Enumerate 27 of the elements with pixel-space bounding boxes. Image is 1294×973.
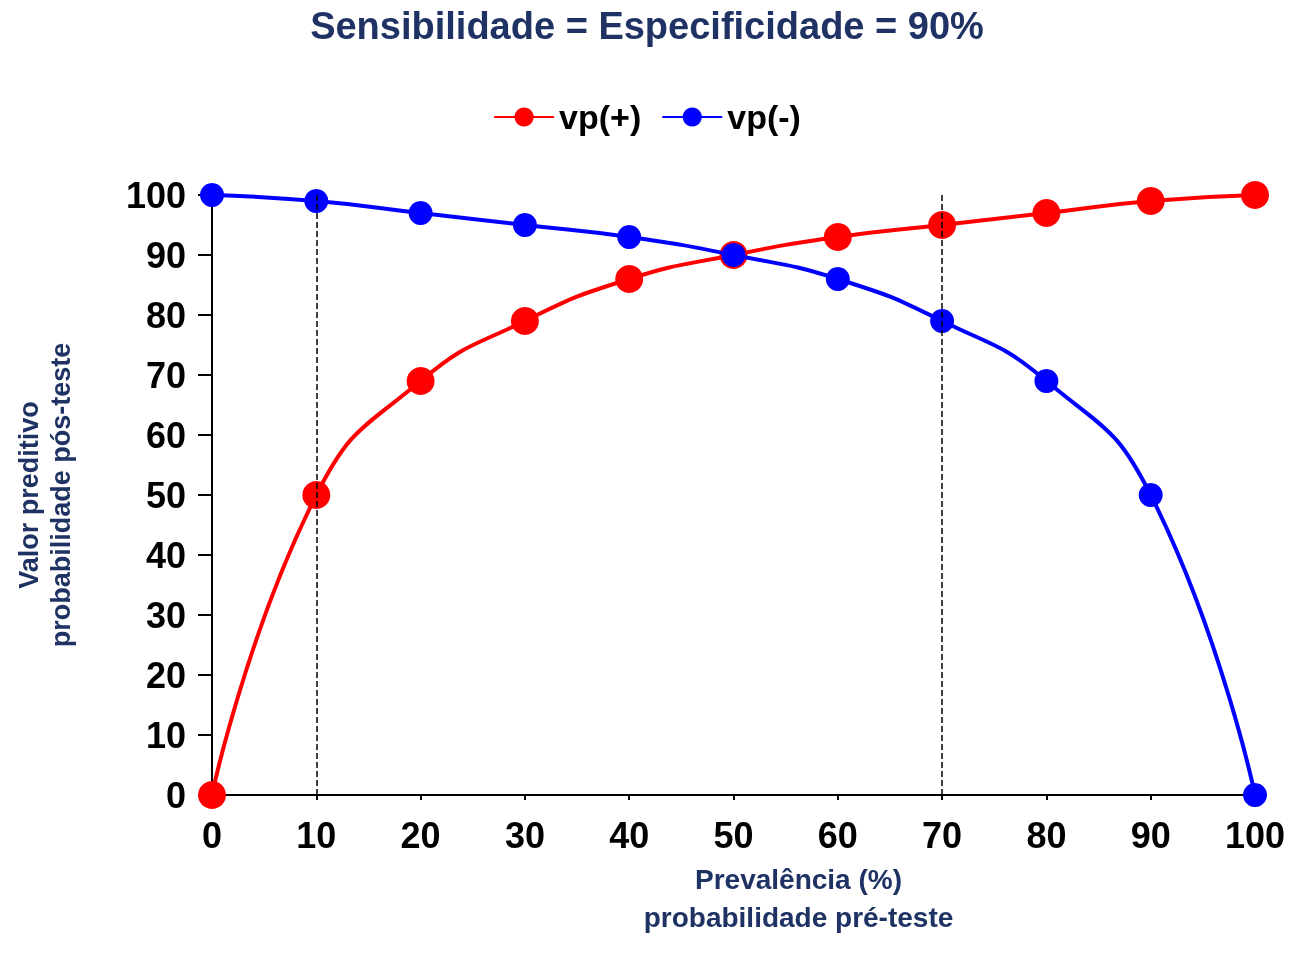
x-tick-label: 80 [1026, 814, 1067, 856]
x-tick-label: 40 [609, 814, 650, 856]
x-tick-label: 10 [296, 814, 337, 856]
y-tick-label: 30 [145, 594, 186, 636]
y-tick-label: 100 [125, 174, 186, 216]
y-tick-label: 40 [145, 534, 186, 576]
x-tick-label: 90 [1130, 814, 1171, 856]
y-tick-label: 90 [145, 234, 186, 276]
y-axis-title: Valor preditivo probabilidade pós-teste [14, 342, 76, 648]
x-axis-title: Prevalência (%) probabilidade pré-teste [643, 863, 954, 933]
x-tick-label: 100 [1224, 814, 1286, 856]
y-tick-label: 0 [165, 774, 186, 816]
x-tick-label: 60 [817, 814, 858, 856]
y-tick-label: 60 [145, 414, 186, 456]
y-tick-label: 50 [145, 474, 186, 516]
y-tick-label: 20 [145, 654, 186, 696]
x-tick-label: 50 [713, 814, 754, 856]
x-tick-label: 70 [922, 814, 963, 856]
y-tick-label: 80 [145, 294, 186, 336]
x-tick-label: 30 [504, 814, 545, 856]
y-tick-label: 10 [145, 714, 186, 756]
chart-title: Sensibilidade = Especificidade = 90% [310, 5, 984, 47]
x-tick-label: 0 [201, 814, 223, 856]
x-tick-label: 20 [400, 814, 441, 856]
legend-label: vp(-) [727, 98, 801, 136]
y-tick-label: 70 [145, 354, 186, 396]
legend-label: vp(+) [559, 98, 642, 136]
